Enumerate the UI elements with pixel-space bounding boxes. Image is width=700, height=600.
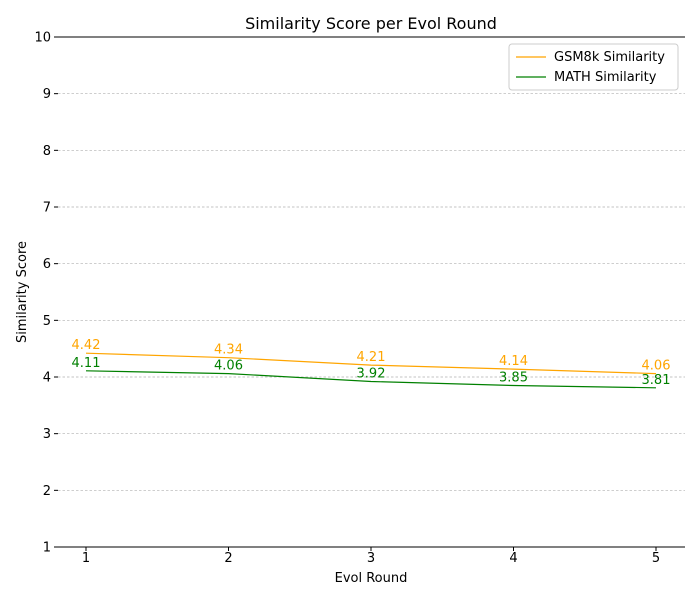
series-line-gsm8k: [85, 352, 657, 375]
data-labels: 4.42 4.34 4.21 4.14 4.06 4.11 4.06 3.92 3.85 3.81: [72, 338, 671, 388]
data-label-gsm8k: 4.14: [499, 354, 528, 369]
x-tick-label: 1: [82, 551, 90, 566]
y-axis-label: Similarity Score: [15, 241, 30, 343]
axes: [58, 36, 685, 548]
x-tick-labels: 1 2 3 4 5: [82, 547, 660, 566]
data-label-math: 3.85: [499, 371, 528, 386]
x-tick-label: 2: [224, 551, 232, 566]
y-tick-label: 4: [43, 371, 51, 386]
series-lines: [85, 352, 657, 389]
x-tick-label: 4: [509, 551, 517, 566]
y-tick-label: 8: [43, 144, 51, 159]
chart-title: Similarity Score per Evol Round: [245, 14, 497, 33]
data-label-math: 4.06: [214, 359, 243, 374]
y-tick-label: 7: [43, 201, 51, 216]
data-label-gsm8k: 4.34: [214, 343, 243, 358]
x-tick-label: 3: [367, 551, 375, 566]
y-tick-label: 1: [43, 541, 51, 556]
legend: GSM8k Similarity MATH Similarity: [508, 43, 679, 91]
data-label-math: 3.81: [642, 373, 671, 388]
data-label-gsm8k: 4.21: [357, 350, 386, 365]
y-tick-label: 6: [43, 257, 51, 272]
y-tick-label: 9: [43, 87, 51, 102]
legend-label-gsm8k: GSM8k Similarity: [554, 50, 665, 65]
y-tick-label: 3: [43, 427, 51, 442]
y-tick-labels: 1 2 3 4 5 6 7 8 9 10: [34, 31, 51, 556]
y-tick-label: 5: [43, 314, 51, 329]
y-tick-label: 2: [43, 484, 51, 499]
x-tick-label: 5: [652, 551, 660, 566]
data-label-gsm8k: 4.42: [72, 338, 101, 353]
y-tick-label: 10: [34, 31, 51, 46]
data-label-gsm8k: 4.06: [642, 359, 671, 374]
data-label-math: 4.11: [72, 356, 101, 371]
grid-lines: [54, 36, 685, 548]
legend-label-math: MATH Similarity: [554, 70, 657, 85]
data-label-math: 3.92: [357, 367, 386, 382]
legend-box: [508, 43, 679, 91]
series-line-math: [85, 370, 657, 389]
x-axis-label: Evol Round: [335, 571, 408, 586]
